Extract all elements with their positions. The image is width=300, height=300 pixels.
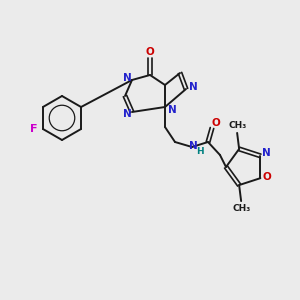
Text: F: F — [30, 124, 38, 134]
Text: O: O — [212, 118, 220, 128]
Text: O: O — [146, 47, 154, 57]
Text: O: O — [263, 172, 272, 182]
Text: CH₃: CH₃ — [232, 204, 250, 213]
Text: N: N — [189, 141, 197, 151]
Text: H: H — [196, 148, 204, 157]
Text: N: N — [123, 109, 131, 119]
Text: N: N — [189, 82, 197, 92]
Text: N: N — [168, 105, 176, 115]
Text: N: N — [262, 148, 271, 158]
Text: CH₃: CH₃ — [228, 122, 246, 130]
Text: N: N — [123, 73, 131, 83]
